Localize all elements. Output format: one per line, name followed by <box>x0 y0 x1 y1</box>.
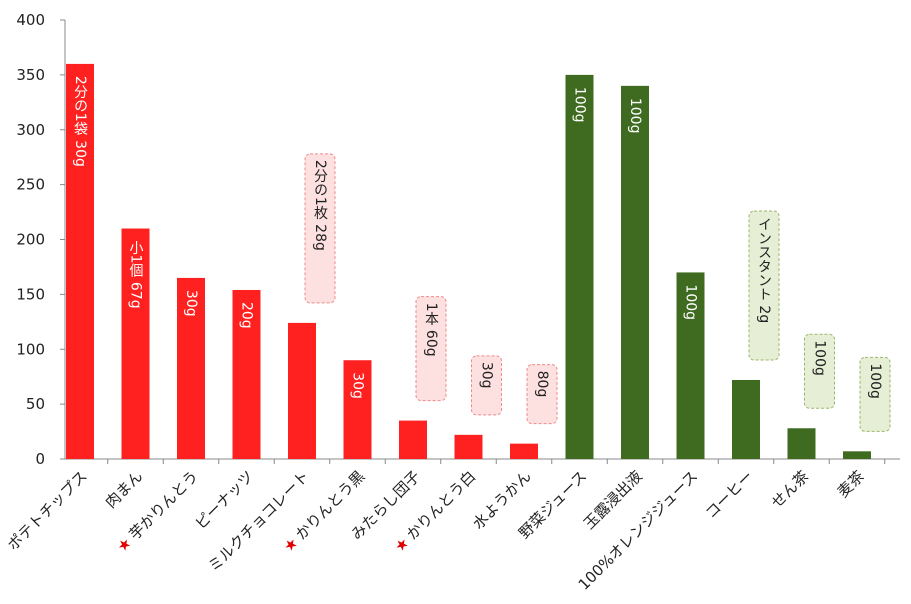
bar <box>121 228 150 459</box>
x-tick-label: ミルクチョコレート <box>205 467 313 575</box>
x-label-group: せん茶 <box>768 467 813 512</box>
bar-annotation: 30g <box>183 290 199 317</box>
x-label-group: コーヒー <box>702 467 757 522</box>
bar <box>454 434 483 459</box>
bar-annotation: 小1個 67g <box>128 241 144 309</box>
bar-annotation: 100g <box>683 284 699 320</box>
callout-annotation: 80g <box>534 371 550 398</box>
bar-annotation: 20g <box>239 302 255 329</box>
callout <box>859 356 891 432</box>
callout-annotation: 100g <box>812 340 828 376</box>
callout <box>748 210 780 361</box>
bar-annotation: 2分の1袋 30g <box>72 76 88 167</box>
y-tick-label: 300 <box>16 121 45 139</box>
bar <box>66 63 94 460</box>
x-tick-label: 麦茶 <box>834 467 868 501</box>
bar <box>676 272 705 459</box>
y-tick-label: 250 <box>16 176 45 194</box>
callout <box>526 364 558 425</box>
bar <box>232 289 261 459</box>
bar <box>732 379 760 459</box>
callout <box>471 355 502 416</box>
x-label-group: ポテトチップス <box>4 467 91 554</box>
bar <box>399 420 427 459</box>
callout <box>804 333 835 409</box>
callout <box>304 153 336 304</box>
bar <box>510 443 538 459</box>
callout-annotation: 2分の1枚 28g <box>312 160 328 251</box>
callout <box>415 296 447 402</box>
x-label-group: 麦茶 <box>834 467 868 501</box>
y-tick-label: 350 <box>16 66 45 84</box>
y-tick-label: 400 <box>16 11 45 29</box>
x-tick-label: コーヒー <box>702 467 757 522</box>
bar <box>843 451 871 459</box>
bar <box>787 428 816 459</box>
bar <box>343 360 372 459</box>
y-tick-label: 100 <box>16 340 45 358</box>
bar <box>177 277 205 459</box>
x-label-group: 肉まん <box>102 467 147 512</box>
callout-annotation: 1本 60g <box>423 303 439 357</box>
y-tick-label: 50 <box>26 395 45 413</box>
callout-annotation: 30g <box>479 362 495 389</box>
y-tick-label: 200 <box>16 231 45 249</box>
y-tick-label: 0 <box>35 450 45 468</box>
x-tick-label: 肉まん <box>102 467 147 512</box>
bar <box>288 322 316 459</box>
bar-annotation: 30g <box>350 372 366 399</box>
bar-annotation: 100g <box>572 87 588 123</box>
bar <box>565 74 594 459</box>
bar-annotation: 100g <box>627 98 643 134</box>
x-tick-label: せん茶 <box>768 467 813 512</box>
callout-annotation: インスタント 2g <box>756 217 772 323</box>
x-label-group: ミルクチョコレート <box>205 467 313 575</box>
y-tick-label: 150 <box>16 285 45 303</box>
callout-annotation: 100g <box>867 363 883 399</box>
bar <box>621 85 649 459</box>
x-tick-label: ポテトチップス <box>4 467 91 554</box>
